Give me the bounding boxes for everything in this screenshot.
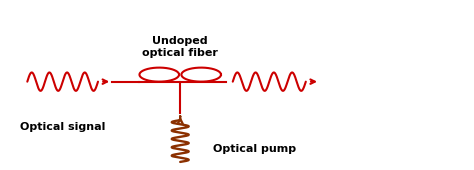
Text: Undoped
optical fiber: Undoped optical fiber: [142, 36, 218, 58]
Text: Optical signal: Optical signal: [20, 122, 105, 132]
Text: Optical pump: Optical pump: [213, 144, 296, 154]
